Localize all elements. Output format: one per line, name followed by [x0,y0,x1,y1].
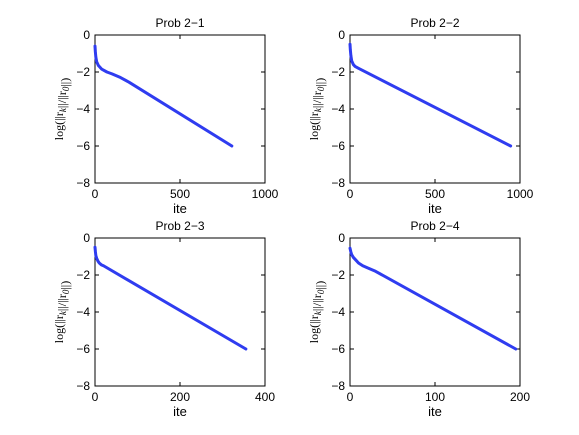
data-point [100,68,104,71]
series-line-1 [348,246,518,351]
data-point [509,144,512,148]
y-tick-label: −2 [76,268,90,282]
data-point [348,43,352,46]
y-tick-label: −4 [331,305,345,319]
data-point [94,56,98,59]
y-tick-label: −6 [331,139,345,153]
data-point [365,266,369,269]
data-point [100,263,103,267]
data-point [96,259,100,263]
y-tick-label: 0 [338,231,345,245]
x-axis-label: ite [173,404,187,419]
y-axis-label: log(||rk||/||r0||) [307,78,327,140]
y-tick-label: −6 [76,342,90,356]
y-tick-label: −2 [331,65,345,79]
data-point [348,246,352,250]
data-point [350,253,353,256]
x-tick-label: 0 [92,390,99,404]
data-point [95,257,98,260]
x-axis-label: ite [173,201,187,216]
data-point [127,80,131,84]
x-tick-label: 0 [92,187,99,201]
data-point [119,76,122,79]
data-point [244,347,248,351]
data-point [94,250,97,254]
data-point [352,63,355,66]
data-point [97,64,100,67]
data-point [353,65,357,68]
y-tick-label: −4 [76,102,90,116]
x-axis-label: ite [428,404,442,419]
y-tick-label: −6 [76,139,90,153]
y-tick-label: −2 [331,268,345,282]
y-tick-label: 0 [83,231,90,245]
x-tick-label: 1000 [507,187,534,201]
data-point [514,347,517,351]
y-axis-label: log(||rk||/||r0||) [52,78,72,140]
y-axis-label: log(||rk||/||r0||) [52,281,72,343]
y-tick-label: −2 [76,65,90,79]
data-point [95,60,98,64]
data-point [105,70,109,74]
y-axis-label: log(||rk||/||r0||) [307,281,327,343]
plot-title: Prob 2−1 [155,16,204,30]
data-point [354,259,358,262]
y-tick-label: −4 [331,102,345,116]
y-tick-label: 0 [83,28,90,42]
x-tick-label: 500 [425,187,445,201]
x-tick-label: 500 [170,187,190,201]
axes-box [94,34,266,184]
y-tick-label: −4 [76,305,90,319]
data-point [357,261,360,265]
y-tick-label: −8 [76,379,90,393]
data-point [350,59,353,63]
x-axis-label: ite [428,201,442,216]
x-tick-label: 400 [255,390,275,404]
plot-title: Prob 2−4 [410,219,459,233]
data-point [110,72,114,76]
x-tick-label: 200 [170,390,190,404]
x-tick-label: 0 [347,187,354,201]
y-tick-label: −8 [331,176,345,190]
y-tick-label: −8 [76,176,90,190]
y-tick-label: −8 [331,379,345,393]
x-tick-label: 0 [347,390,354,404]
data-point [357,67,360,70]
x-tick-label: 100 [425,390,445,404]
data-point [102,264,105,267]
data-point [93,44,97,48]
data-point [93,246,97,249]
data-point [349,250,353,254]
y-tick-label: −6 [331,342,345,356]
x-tick-label: 1000 [252,187,279,201]
y-tick-label: 0 [338,28,345,42]
data-point [98,261,101,265]
axes-box [349,237,521,387]
data-point [230,144,234,148]
data-point [361,264,364,267]
data-point [94,50,97,53]
data-point [94,254,98,257]
data-point [349,54,353,57]
data-point [374,270,377,273]
data-point [352,256,355,259]
plot-title: Prob 2−3 [155,219,204,233]
plot-title: Prob 2−2 [410,16,459,30]
x-tick-label: 200 [510,390,530,404]
data-point [349,48,352,51]
